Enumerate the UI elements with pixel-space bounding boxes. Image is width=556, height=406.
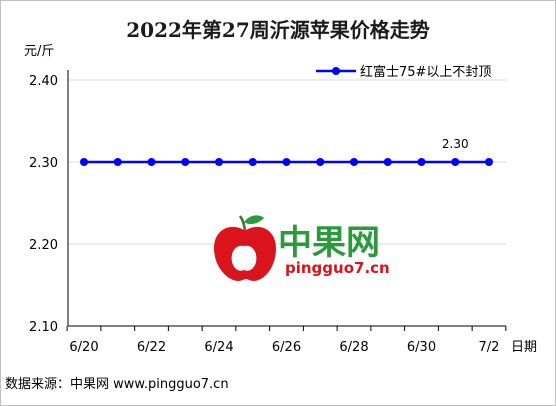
data-point: [417, 158, 426, 166]
data-point: [113, 158, 122, 166]
x-tick-label: 7/2: [479, 340, 500, 355]
data-point: [383, 158, 392, 166]
legend-swatch-marker: [332, 67, 340, 75]
data-point: [316, 158, 325, 166]
y-tick-label: 2.10: [29, 320, 58, 335]
data-point: [282, 158, 291, 166]
legend-label: 红富士75#以上不封顶: [360, 64, 491, 80]
y-axis-label: 元/斤: [24, 44, 54, 59]
data-point: [451, 158, 460, 166]
x-axis-label: 日期: [511, 340, 537, 355]
x-tick-label: 6/30: [407, 340, 436, 355]
watermark-logo: 中果网 pingguo7.cn: [214, 215, 390, 281]
data-point: [248, 158, 257, 166]
y-tick-label: 2.30: [29, 156, 58, 171]
chart-title: 2022年第27周沂源苹果价格走势: [126, 18, 430, 42]
x-tick-label: 6/20: [69, 340, 98, 355]
apple-logo-icon: [214, 215, 276, 281]
watermark-url: pingguo7.cn: [285, 259, 390, 277]
x-tick-label: 6/24: [204, 340, 233, 355]
data-point: [80, 158, 88, 166]
series-line-group: 2.30: [80, 137, 493, 166]
data-point: [215, 158, 223, 166]
y-tick-label: 2.20: [29, 238, 58, 253]
data-point: [181, 158, 190, 166]
data-source-note: 数据来源：中果网 www.pingguo7.cn: [5, 377, 229, 392]
data-point: [147, 158, 156, 166]
y-tick-label: 2.40: [29, 74, 58, 89]
data-point: [350, 158, 358, 166]
data-label: 2.30: [442, 137, 469, 151]
x-tick-label: 6/22: [137, 340, 166, 355]
x-tick-label: 6/28: [339, 340, 368, 355]
x-tick-label: 6/26: [272, 340, 301, 355]
legend: 红富士75#以上不封顶: [316, 64, 491, 80]
data-point: [485, 158, 493, 166]
watermark-title: 中果网: [278, 223, 380, 263]
axes: 2.10 2.20 2.30 2.40 6/20 6/22 6/24 6/26 6/28 6/30…: [29, 70, 507, 355]
